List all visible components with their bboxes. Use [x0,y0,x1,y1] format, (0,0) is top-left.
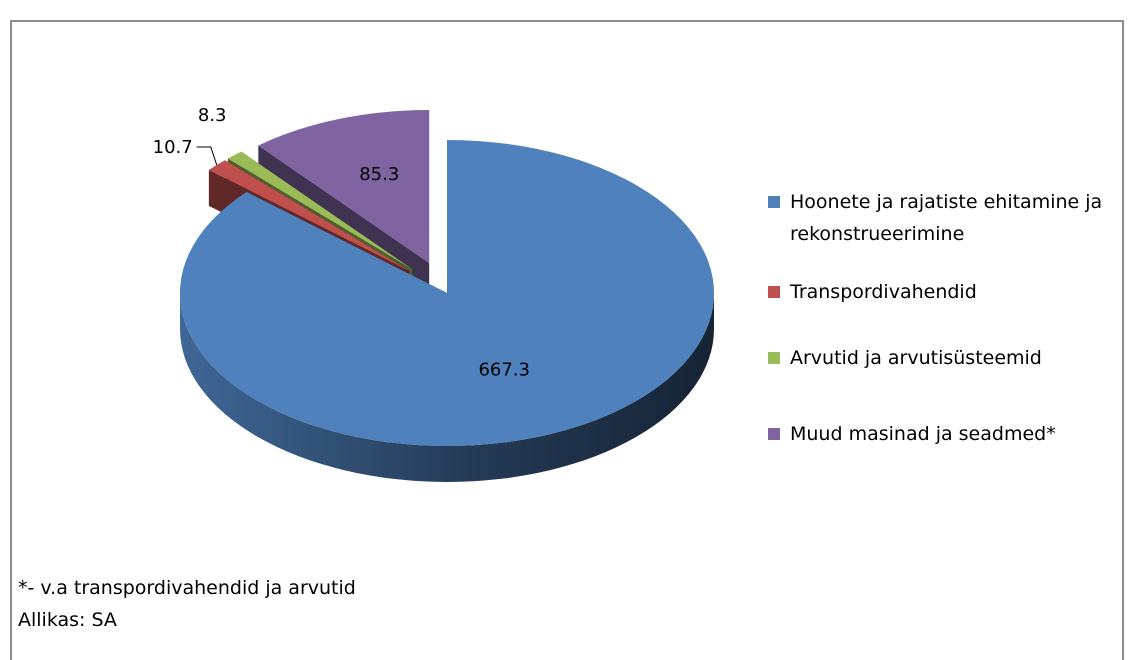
footnote: *- v.a transpordivahendid ja arvutid All… [18,572,356,636]
slice-2-leader-line [196,146,218,166]
slice-3-data-label: 8.3 [198,105,227,126]
slice-4-data-label: 85.3 [359,164,399,185]
legend-label: Transpordivahendid [790,281,977,303]
footnote-source: Allikas: SA [18,609,117,631]
slice-1-outer-wall [180,293,714,482]
legend-swatch [768,428,780,440]
legend-swatch [768,352,780,364]
legend-label: Muud masinad ja seadmed* [790,423,1056,445]
legend-item-3: Arvutid ja arvutisüsteemid [768,342,1130,374]
legend-item-4: Muud masinad ja seadmed* [768,418,1130,450]
slice-4-top [258,110,430,264]
legend-item-2: Transpordivahendid [768,276,1130,308]
pie-top-layer [180,110,715,446]
legend-swatch [768,196,780,208]
slice-2-top [208,160,410,271]
legend-item-1: Hoonete ja rajatiste ehitamine ja rekons… [768,186,1130,250]
slice-3-top [227,151,413,270]
legend-label: Arvutid ja arvutisüsteemid [790,347,1042,369]
slice-2-data-label: 10.7 [153,137,193,158]
slice-1-data-label: 667.3 [478,360,530,381]
legend-swatch [768,286,780,298]
footnote-note: *- v.a transpordivahendid ja arvutid [18,577,356,599]
slice-1-top [180,140,715,446]
legend-label: Hoonete ja rajatiste ehitamine ja rekons… [790,191,1103,245]
data-labels: 667.3 10.78.3 85.3 [153,105,530,381]
